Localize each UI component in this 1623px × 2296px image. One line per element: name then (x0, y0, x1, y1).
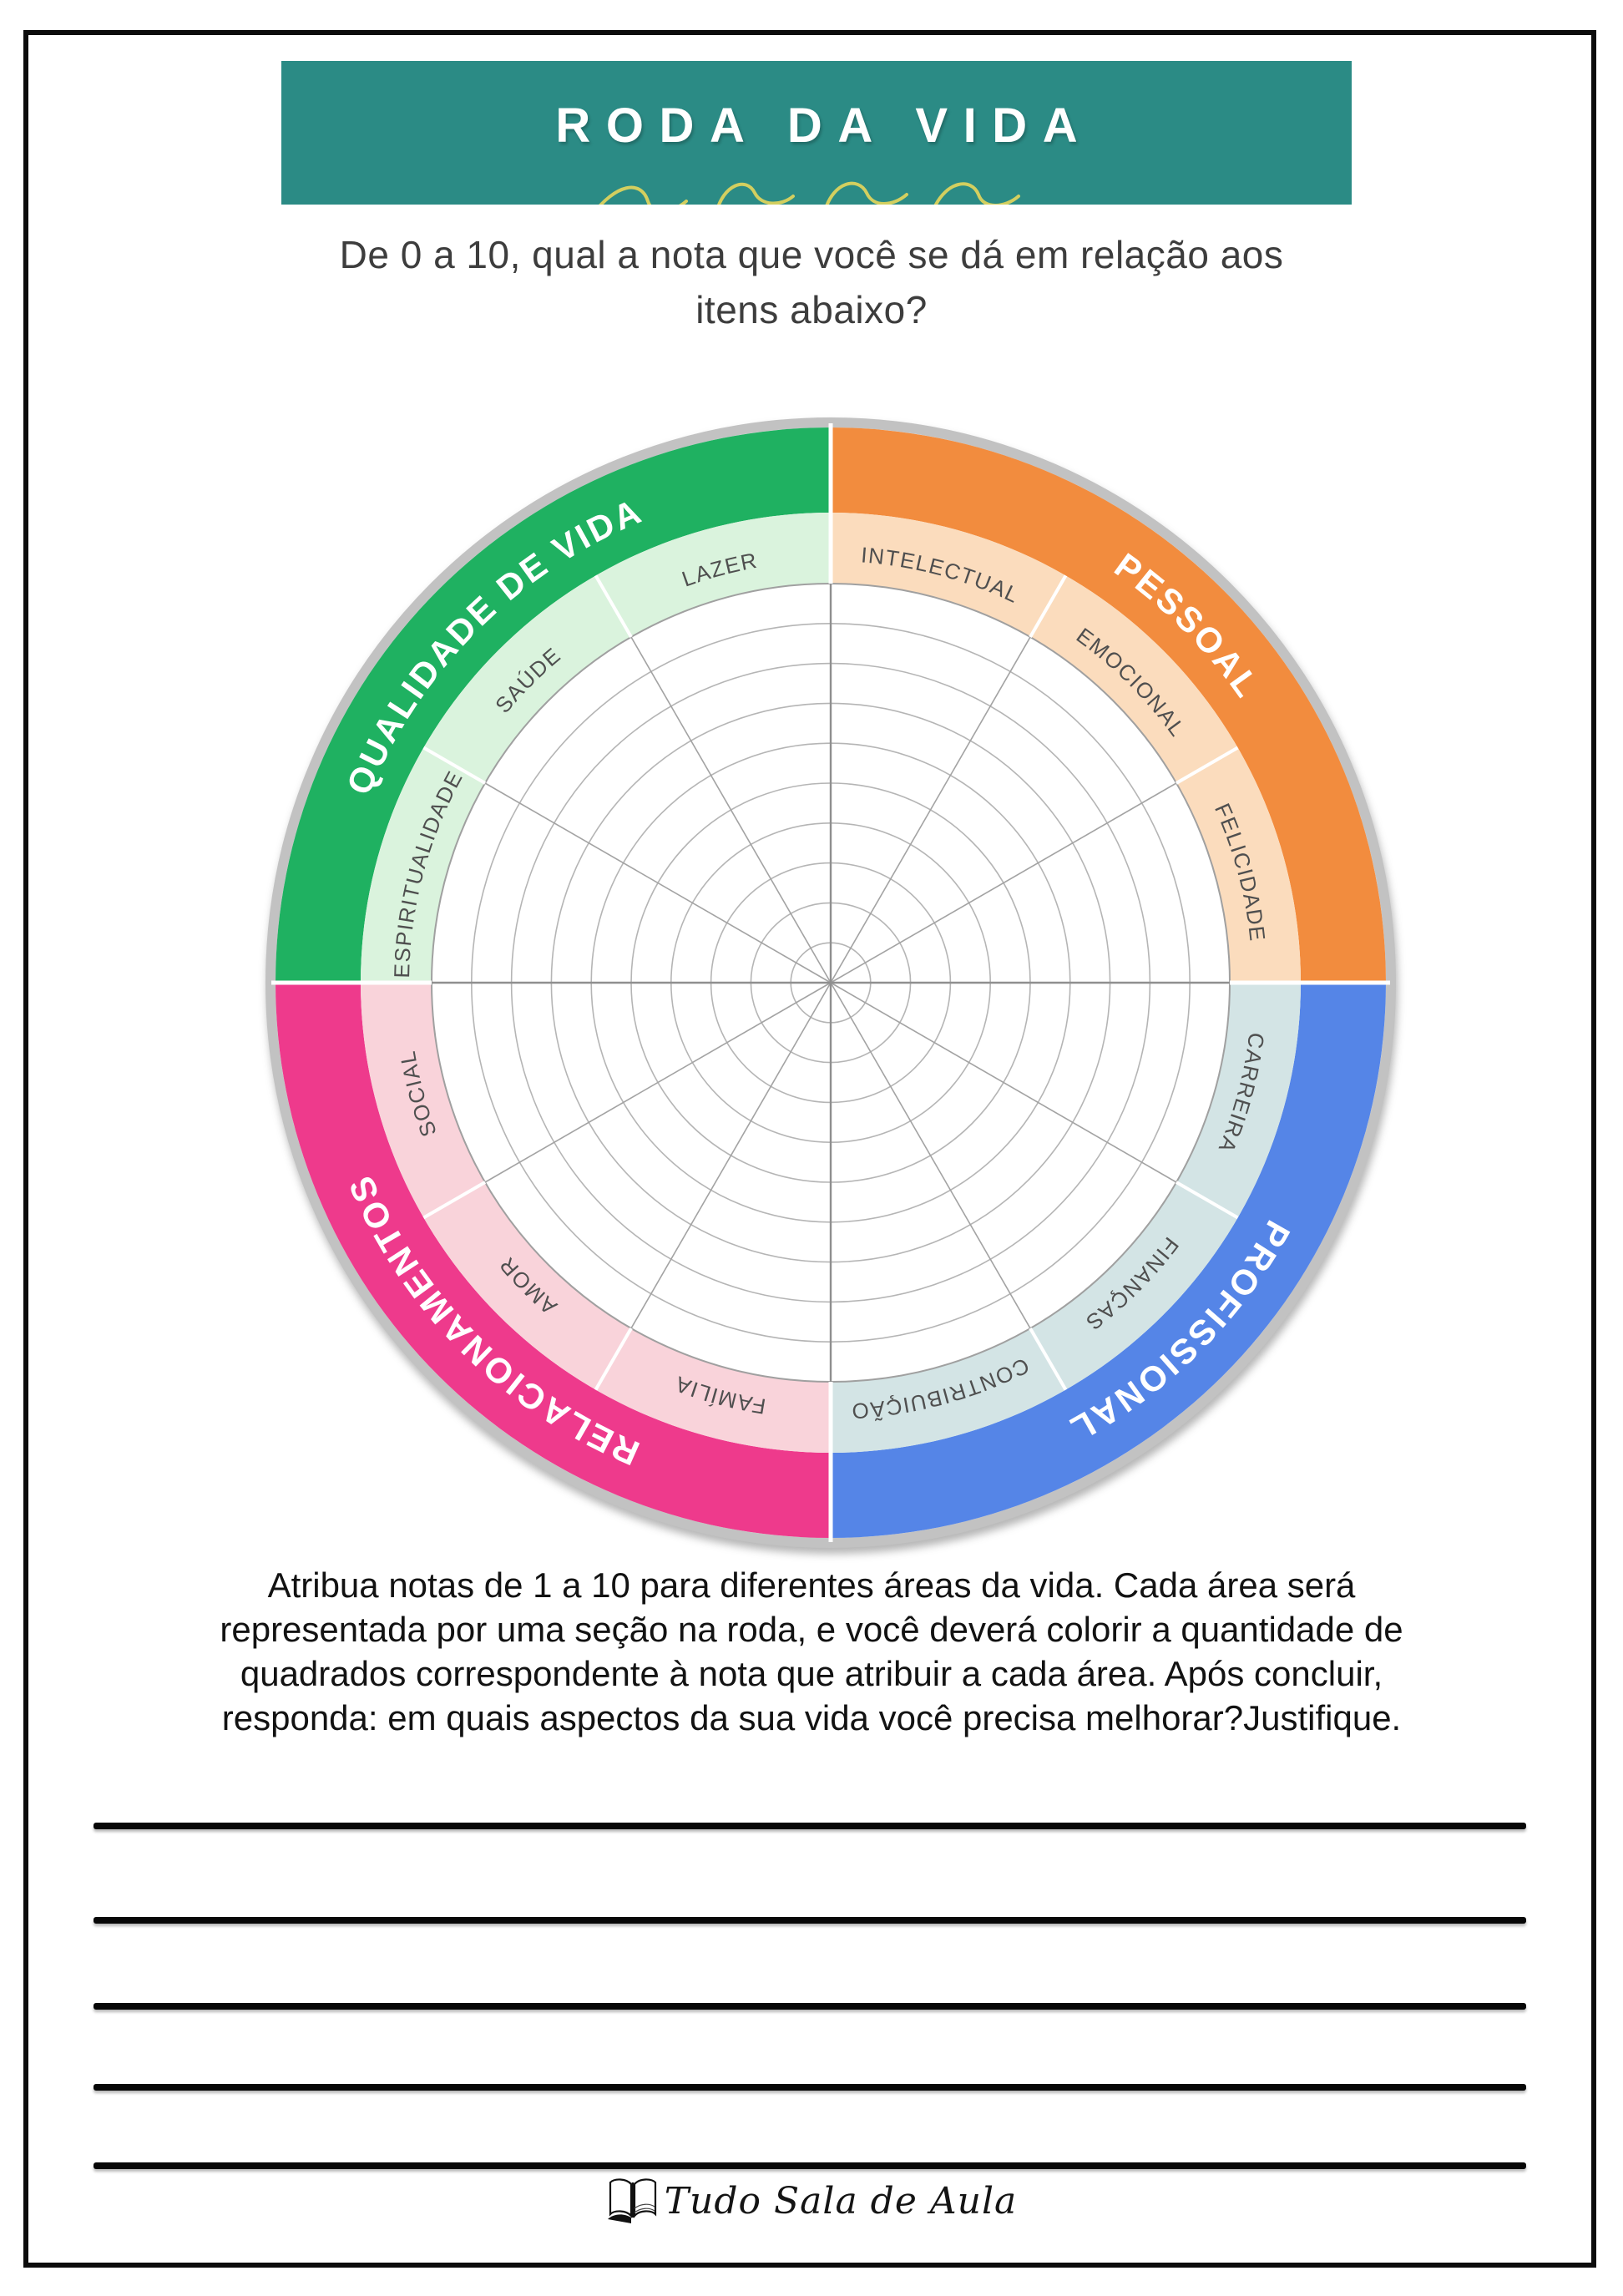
footer-brand: Tudo Sala de Aula (0, 2166, 1623, 2236)
answer-line-1[interactable] (94, 1823, 1526, 1829)
footer-brand-text: Tudo Sala de Aula (664, 2179, 1018, 2223)
instructions-paragraph: Atribua notas de 1 a 10 para diferentes … (77, 1563, 1546, 1740)
sector-spokes (361, 584, 1301, 1382)
section-band-qualidade-de-vida (361, 513, 831, 983)
wheel-of-life-diagram: QUALIDADE DE VIDA PESSOAL PROFISSIONAL R… (265, 417, 1396, 1548)
quadrant-separators (271, 423, 1390, 1542)
question-line-2: itens abaixo? (695, 288, 928, 331)
quadrant-band-qualidade-de-vida (276, 427, 831, 983)
instructions-line-4: responda: em quais aspectos da sua vida … (221, 1698, 1402, 1737)
section-separators (422, 574, 1239, 1391)
instructions-line-1: Atribua notas de 1 a 10 para diferentes … (267, 1565, 1356, 1605)
section-band-relacionamentos (361, 983, 831, 1453)
quadrant-band-relacionamentos (276, 983, 831, 1538)
title-banner: RODA DA VIDA (281, 61, 1352, 205)
section-band-pessoal (831, 513, 1301, 983)
section-band-profissional (831, 983, 1301, 1453)
quadrant-band-pessoal (831, 427, 1386, 983)
answer-line-3[interactable] (94, 2003, 1526, 2010)
answer-line-4[interactable] (94, 2084, 1526, 2091)
question-line-1: De 0 a 10, qual a nota que você se dá em… (339, 233, 1284, 276)
quadrant-band-profissional (831, 983, 1386, 1538)
answer-line-2[interactable] (94, 1917, 1526, 1924)
instructions-line-2: representada por uma seção na roda, e vo… (220, 1610, 1403, 1649)
answer-line-5[interactable] (94, 2162, 1526, 2169)
open-book-icon (607, 2178, 656, 2223)
decorative-script-flourish (599, 181, 1020, 205)
instructions-line-3: quadrados correspondente à nota que atri… (240, 1654, 1383, 1693)
page-title: RODA DA VIDA (555, 98, 1094, 153)
question-text: De 0 a 10, qual a nota que você se dá em… (0, 227, 1623, 337)
